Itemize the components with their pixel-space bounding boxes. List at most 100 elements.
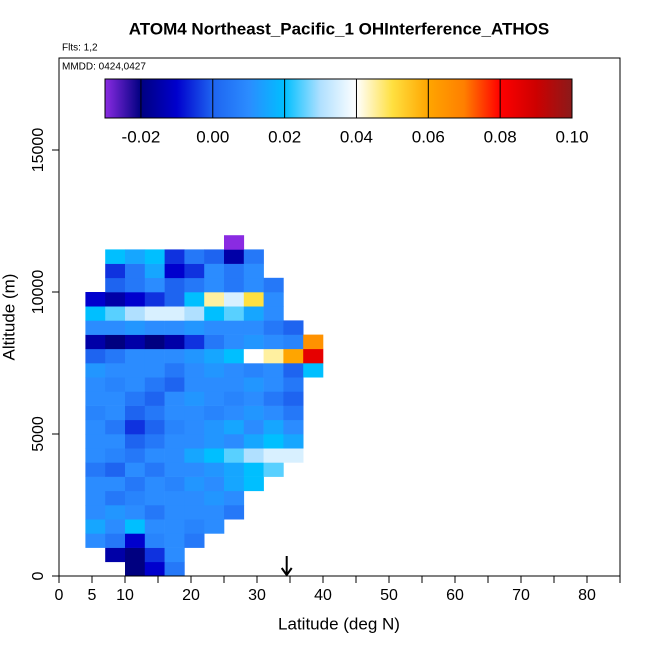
colorbar-tick-label: 0.04	[340, 127, 373, 146]
heatmap-cell	[184, 363, 205, 378]
heatmap-cell	[224, 249, 245, 264]
heatmap-cell	[164, 547, 185, 563]
heatmap-cell	[85, 419, 106, 435]
heatmap-cell	[184, 320, 205, 335]
heatmap-cell	[224, 277, 245, 293]
heatmap-cell	[164, 419, 185, 435]
heatmap-cell	[164, 320, 185, 335]
heatmap-cell	[224, 292, 245, 307]
heatmap-cell	[164, 448, 185, 463]
heatmap-cell	[85, 462, 106, 477]
heatmap-cell	[144, 292, 165, 307]
heatmap-cell	[224, 363, 245, 378]
heatmap-cell	[125, 249, 146, 264]
heatmap-cell	[283, 348, 304, 364]
heatmap-cell	[144, 561, 165, 577]
heatmap-cell	[125, 462, 146, 477]
heatmap-cell	[283, 419, 304, 435]
heatmap-cell	[224, 320, 245, 335]
heatmap-cell	[243, 462, 264, 477]
heatmap-cell	[224, 348, 245, 364]
heatmap-cell	[85, 306, 106, 321]
heatmap-cell	[144, 533, 165, 548]
heatmap-cell	[125, 490, 146, 506]
heatmap-cell	[263, 334, 284, 350]
heatmap-cell	[243, 434, 264, 449]
heatmap-cell	[224, 405, 245, 421]
heatmap-cell	[243, 249, 264, 264]
heatmap-cell	[184, 277, 205, 293]
colorbar	[104, 78, 573, 119]
heatmap-cell	[184, 476, 205, 492]
heatmap-cell	[263, 363, 284, 378]
heatmap-cell	[184, 306, 205, 321]
colorbar-tick-label: 0.00	[196, 127, 229, 146]
heatmap-cell	[164, 249, 185, 264]
heatmap-cell	[144, 391, 165, 406]
heatmap-cell	[243, 334, 264, 350]
heatmap-cell	[184, 505, 205, 520]
heatmap-cell	[105, 448, 126, 463]
heatmap-cell	[204, 277, 225, 293]
heatmap-cell	[125, 363, 146, 378]
heatmap-cell	[184, 334, 205, 350]
heatmap-cell	[144, 306, 165, 321]
heatmap-cell	[164, 277, 185, 293]
heatmap-cell	[204, 448, 225, 463]
heatmap-cell	[85, 348, 106, 364]
heatmap-cell	[164, 519, 185, 534]
heatmap-cell	[303, 334, 324, 350]
heatmap-cell	[85, 448, 106, 463]
heatmap-cell	[184, 391, 205, 406]
heatmap-cell	[204, 292, 225, 307]
heatmap-cell	[224, 419, 245, 435]
heatmap-cell	[85, 490, 106, 506]
heatmap-cell	[263, 348, 284, 364]
heatmap-cell	[85, 292, 106, 307]
heatmap-cell	[184, 348, 205, 364]
heatmap-cell	[125, 533, 146, 548]
heatmap-cell	[224, 462, 245, 477]
x-tick-label: 70	[512, 587, 530, 604]
heatmap-cell	[85, 334, 106, 350]
heatmap-cell	[144, 490, 165, 506]
heatmap-cell	[105, 263, 126, 279]
heatmap-cell	[243, 306, 264, 321]
heatmap-cell	[204, 334, 225, 350]
heatmap-cell	[224, 505, 245, 520]
heatmap-cell	[105, 277, 126, 293]
heatmap-cell	[125, 476, 146, 492]
heatmap-cell	[204, 263, 225, 279]
heatmap-cell	[125, 348, 146, 364]
heatmap-cell	[263, 405, 284, 421]
heatmap-cell	[105, 363, 126, 378]
heatmap-cell	[283, 363, 304, 378]
x-tick-label: 50	[380, 587, 398, 604]
heatmap-cell	[224, 334, 245, 350]
heatmap-cell	[144, 363, 165, 378]
heatmap-cell	[224, 306, 245, 321]
heatmap-cell	[243, 448, 264, 463]
x-tick-label: 30	[248, 587, 266, 604]
heatmap-cell	[243, 363, 264, 378]
heatmap-cell	[125, 334, 146, 350]
heatmap-cell	[184, 249, 205, 264]
heatmap-cell	[125, 561, 146, 577]
heatmap-cell	[105, 377, 126, 392]
heatmap-cell	[85, 533, 106, 548]
heatmap-cell	[144, 505, 165, 520]
heatmap-cell	[164, 363, 185, 378]
heatmap-cell	[144, 348, 165, 364]
heatmap-cell	[144, 448, 165, 463]
heatmap-cell	[105, 490, 126, 506]
colorbar-tick-label: 0.10	[555, 127, 588, 146]
heatmap-cell	[105, 292, 126, 307]
x-tick-label: 40	[314, 587, 332, 604]
heatmap-cell	[204, 363, 225, 378]
heatmap-cell	[263, 292, 284, 307]
heatmap-cell	[125, 405, 146, 421]
heatmap-cell	[224, 235, 245, 250]
y-axis-label: Altitude (m)	[0, 274, 18, 361]
heatmap-cell	[164, 462, 185, 477]
